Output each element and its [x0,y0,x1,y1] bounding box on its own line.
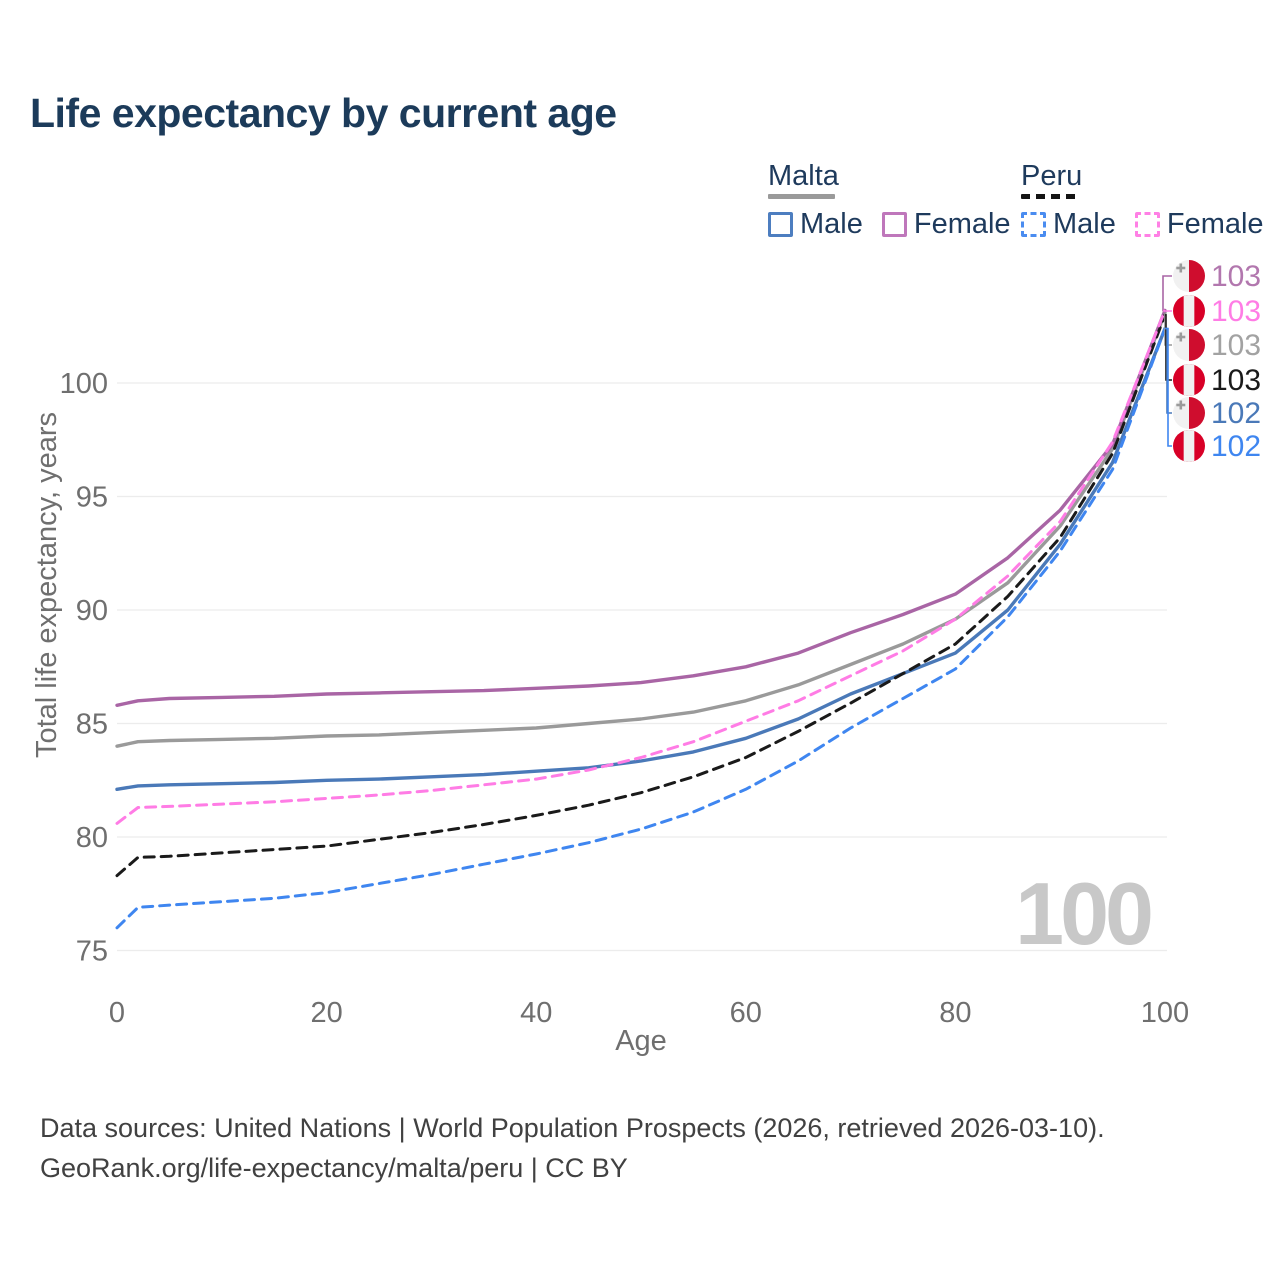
malta-flag-icon [1173,260,1205,292]
malta-female-swatch-icon [881,212,907,237]
legend-country-malta[interactable]: Malta [768,161,1030,199]
end-label-connector [1163,309,1172,312]
peru-flag-icon [1173,364,1205,396]
y-tick-label: 90 [76,595,108,627]
series-line-peru-male [115,327,1167,930]
end-label-connector [1165,314,1172,381]
y-tick-label: 75 [76,936,108,968]
x-tick-label: 20 [310,997,342,1029]
malta-flag-icon [1173,329,1205,361]
chart-title: Life expectancy by current age [30,90,617,136]
series-line-malta-female [115,308,1167,707]
peru-flag-icon [1173,295,1205,327]
current-age-watermark: 100 [1015,864,1154,963]
y-tick-label: 85 [76,709,108,741]
end-value-label: 103 [1211,329,1261,362]
legend-item-label: Male [1053,208,1116,240]
x-tick-label: 0 [109,997,125,1029]
peru-flag-icon [1173,430,1205,462]
legend-country-peru[interactable]: Peru [1021,161,1280,199]
end-label-connector [1165,327,1172,447]
legend-item-peru-female[interactable]: Female [1134,208,1264,241]
series-line-peru-both-sexes [115,313,1167,878]
end-label-connector [1164,312,1172,346]
series-line-malta-male [115,326,1167,791]
legend-item-malta-female[interactable]: Female [881,208,1011,241]
legend-item-malta-male[interactable]: Male [768,208,863,241]
legend-row-malta: Male Female [768,208,1030,241]
end-label-connector [1162,275,1172,312]
legend: Malta Male Female Peru [0,161,1280,251]
x-tick-label: 80 [939,997,971,1029]
end-value-label: 102 [1211,430,1261,463]
legend-country-label: Malta [768,160,839,192]
y-tick-label: 100 [60,368,108,400]
x-axis-title: Age [615,1025,667,1057]
footer-data-sources: Data sources: United Nations | World Pop… [40,1113,1105,1143]
malta-male-swatch-icon [768,212,793,237]
end-value-label: 102 [1211,397,1261,430]
legend-group-peru: Peru Male Female [1021,161,1280,241]
legend-item-peru-male[interactable]: Male [1021,208,1116,241]
legend-item-label: Male [800,208,863,240]
peru-line-style-underline [1021,194,1078,199]
end-value-label: 103 [1211,364,1261,397]
footer: Data sources: United Nations | World Pop… [40,1108,1105,1188]
peru-male-swatch-icon [1021,212,1046,237]
y-tick-label: 80 [76,822,108,854]
x-tick-label: 40 [520,997,552,1029]
footer-attribution: GeoRank.org/life-expectancy/malta/peru |… [40,1153,628,1183]
legend-row-peru: Male Female [1021,208,1280,241]
peru-female-swatch-icon [1134,212,1160,237]
legend-country-label: Peru [1021,160,1083,192]
legend-item-label: Female [913,208,1011,240]
x-tick-label: 60 [730,997,762,1029]
legend-item-label: Female [1166,208,1264,240]
x-tick-label: 100 [1141,997,1189,1029]
end-value-label: 103 [1211,295,1261,328]
series-line-malta-both-sexes [115,310,1167,748]
malta-flag-icon [1173,397,1205,429]
legend-group-malta: Malta Male Female [768,161,1030,241]
series-line-peru-female [115,308,1167,825]
y-tick-label: 95 [76,482,108,514]
malta-line-style-underline [768,194,835,199]
end-value-label: 103 [1211,260,1261,293]
y-axis-title: Total life expectancy, years [31,412,63,758]
